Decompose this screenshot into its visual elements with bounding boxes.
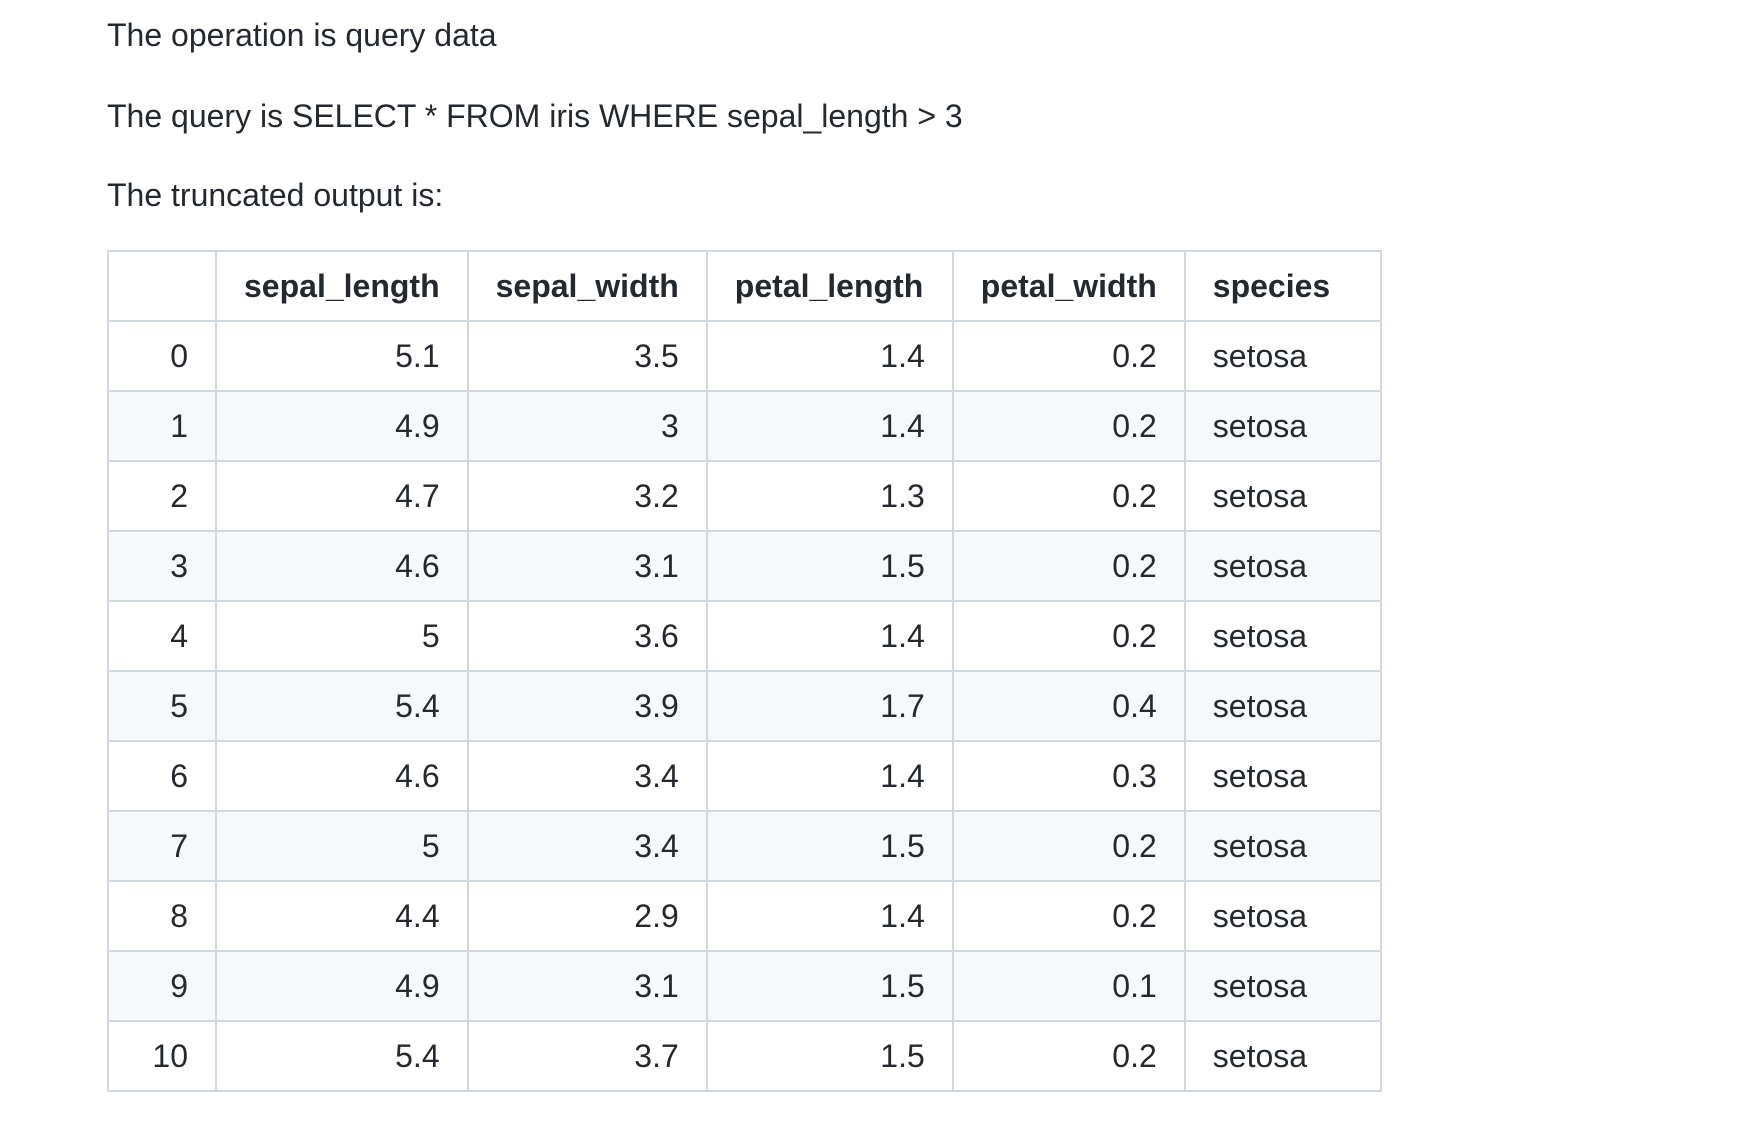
table-row: 10 5.4 3.7 1.5 0.2 setosa bbox=[107, 1020, 1382, 1092]
table-row: 9 4.9 3.1 1.5 0.1 setosa bbox=[107, 950, 1382, 1022]
cell-petal-width: 0.2 bbox=[951, 880, 1186, 952]
output-table: sepal_length sepal_width petal_length pe… bbox=[107, 250, 1382, 1092]
table-row: 6 4.6 3.4 1.4 0.3 setosa bbox=[107, 740, 1382, 812]
output-label: The truncated output is: bbox=[107, 177, 444, 213]
row-index: 7 bbox=[107, 810, 217, 882]
row-index: 6 bbox=[107, 740, 217, 812]
output-table-wrapper: sepal_length sepal_width petal_length pe… bbox=[107, 250, 1382, 1092]
cell-petal-length: 1.5 bbox=[705, 950, 954, 1022]
cell-petal-length: 1.3 bbox=[705, 460, 954, 532]
table-row: 5 5.4 3.9 1.7 0.4 setosa bbox=[107, 670, 1382, 742]
operation-text: The operation is query data bbox=[107, 17, 497, 53]
cell-petal-length: 1.7 bbox=[705, 670, 954, 742]
cell-sepal-length: 4.9 bbox=[215, 390, 469, 462]
cell-sepal-length: 5 bbox=[215, 600, 469, 672]
cell-species: setosa bbox=[1183, 810, 1382, 882]
cell-sepal-length: 4.6 bbox=[215, 740, 469, 812]
cell-species: setosa bbox=[1183, 880, 1382, 952]
table-row: 1 4.9 3 1.4 0.2 setosa bbox=[107, 390, 1382, 462]
cell-sepal-length: 4.6 bbox=[215, 530, 469, 602]
cell-sepal-width: 3.7 bbox=[466, 1020, 708, 1092]
cell-sepal-length: 4.7 bbox=[215, 460, 469, 532]
table-header: sepal_length sepal_width petal_length pe… bbox=[107, 250, 1382, 322]
row-index: 10 bbox=[107, 1020, 217, 1092]
row-index: 8 bbox=[107, 880, 217, 952]
cell-petal-length: 1.5 bbox=[705, 810, 954, 882]
cell-petal-length: 1.4 bbox=[705, 740, 954, 812]
column-header-index bbox=[107, 250, 217, 322]
cell-petal-width: 0.2 bbox=[951, 320, 1186, 392]
cell-petal-length: 1.4 bbox=[705, 880, 954, 952]
cell-sepal-width: 3 bbox=[466, 390, 708, 462]
cell-petal-length: 1.4 bbox=[705, 600, 954, 672]
row-index: 3 bbox=[107, 530, 217, 602]
cell-petal-width: 0.2 bbox=[951, 1020, 1186, 1092]
row-index: 4 bbox=[107, 600, 217, 672]
cell-species: setosa bbox=[1183, 460, 1382, 532]
cell-sepal-width: 3.6 bbox=[466, 600, 708, 672]
table-row: 8 4.4 2.9 1.4 0.2 setosa bbox=[107, 880, 1382, 952]
row-index: 5 bbox=[107, 670, 217, 742]
column-header-sepal-width: sepal_width bbox=[466, 250, 708, 322]
cell-petal-width: 0.2 bbox=[951, 530, 1186, 602]
table-row: 4 5 3.6 1.4 0.2 setosa bbox=[107, 600, 1382, 672]
cell-sepal-length: 5.4 bbox=[215, 1020, 469, 1092]
query-text: The query is SELECT * FROM iris WHERE se… bbox=[107, 98, 963, 134]
table-row: 3 4.6 3.1 1.5 0.2 setosa bbox=[107, 530, 1382, 602]
cell-sepal-width: 3.2 bbox=[466, 460, 708, 532]
row-index: 0 bbox=[107, 320, 217, 392]
column-header-sepal-length: sepal_length bbox=[215, 250, 469, 322]
cell-species: setosa bbox=[1183, 530, 1382, 602]
cell-sepal-length: 5.4 bbox=[215, 670, 469, 742]
cell-sepal-length: 4.4 bbox=[215, 880, 469, 952]
cell-species: setosa bbox=[1183, 320, 1382, 392]
cell-petal-width: 0.2 bbox=[951, 460, 1186, 532]
cell-sepal-width: 3.9 bbox=[466, 670, 708, 742]
row-index: 2 bbox=[107, 460, 217, 532]
cell-species: setosa bbox=[1183, 390, 1382, 462]
cell-sepal-width: 2.9 bbox=[466, 880, 708, 952]
cell-sepal-length: 5.1 bbox=[215, 320, 469, 392]
header-row: sepal_length sepal_width petal_length pe… bbox=[107, 250, 1382, 322]
cell-petal-length: 1.5 bbox=[705, 1020, 954, 1092]
table-row: 7 5 3.4 1.5 0.2 setosa bbox=[107, 810, 1382, 882]
table-body: 0 5.1 3.5 1.4 0.2 setosa 1 4.9 3 1.4 0.2… bbox=[107, 320, 1382, 1092]
cell-sepal-length: 4.9 bbox=[215, 950, 469, 1022]
cell-sepal-width: 3.4 bbox=[466, 740, 708, 812]
cell-sepal-length: 5 bbox=[215, 810, 469, 882]
cell-petal-width: 0.2 bbox=[951, 600, 1186, 672]
column-header-petal-length: petal_length bbox=[705, 250, 954, 322]
cell-petal-width: 0.1 bbox=[951, 950, 1186, 1022]
table-row: 2 4.7 3.2 1.3 0.2 setosa bbox=[107, 460, 1382, 532]
cell-petal-length: 1.5 bbox=[705, 530, 954, 602]
cell-sepal-width: 3.5 bbox=[466, 320, 708, 392]
cell-species: setosa bbox=[1183, 600, 1382, 672]
cell-sepal-width: 3.1 bbox=[466, 950, 708, 1022]
cell-petal-length: 1.4 bbox=[705, 390, 954, 462]
cell-petal-width: 0.2 bbox=[951, 390, 1186, 462]
table-row: 0 5.1 3.5 1.4 0.2 setosa bbox=[107, 320, 1382, 392]
cell-sepal-width: 3.4 bbox=[466, 810, 708, 882]
cell-petal-width: 0.2 bbox=[951, 810, 1186, 882]
cell-species: setosa bbox=[1183, 670, 1382, 742]
cell-petal-width: 0.3 bbox=[951, 740, 1186, 812]
cell-sepal-width: 3.1 bbox=[466, 530, 708, 602]
cell-petal-width: 0.4 bbox=[951, 670, 1186, 742]
cell-species: setosa bbox=[1183, 1020, 1382, 1092]
cell-species: setosa bbox=[1183, 740, 1382, 812]
cell-species: setosa bbox=[1183, 950, 1382, 1022]
row-index: 9 bbox=[107, 950, 217, 1022]
cell-petal-length: 1.4 bbox=[705, 320, 954, 392]
column-header-petal-width: petal_width bbox=[951, 250, 1186, 322]
row-index: 1 bbox=[107, 390, 217, 462]
column-header-species: species bbox=[1183, 250, 1382, 322]
